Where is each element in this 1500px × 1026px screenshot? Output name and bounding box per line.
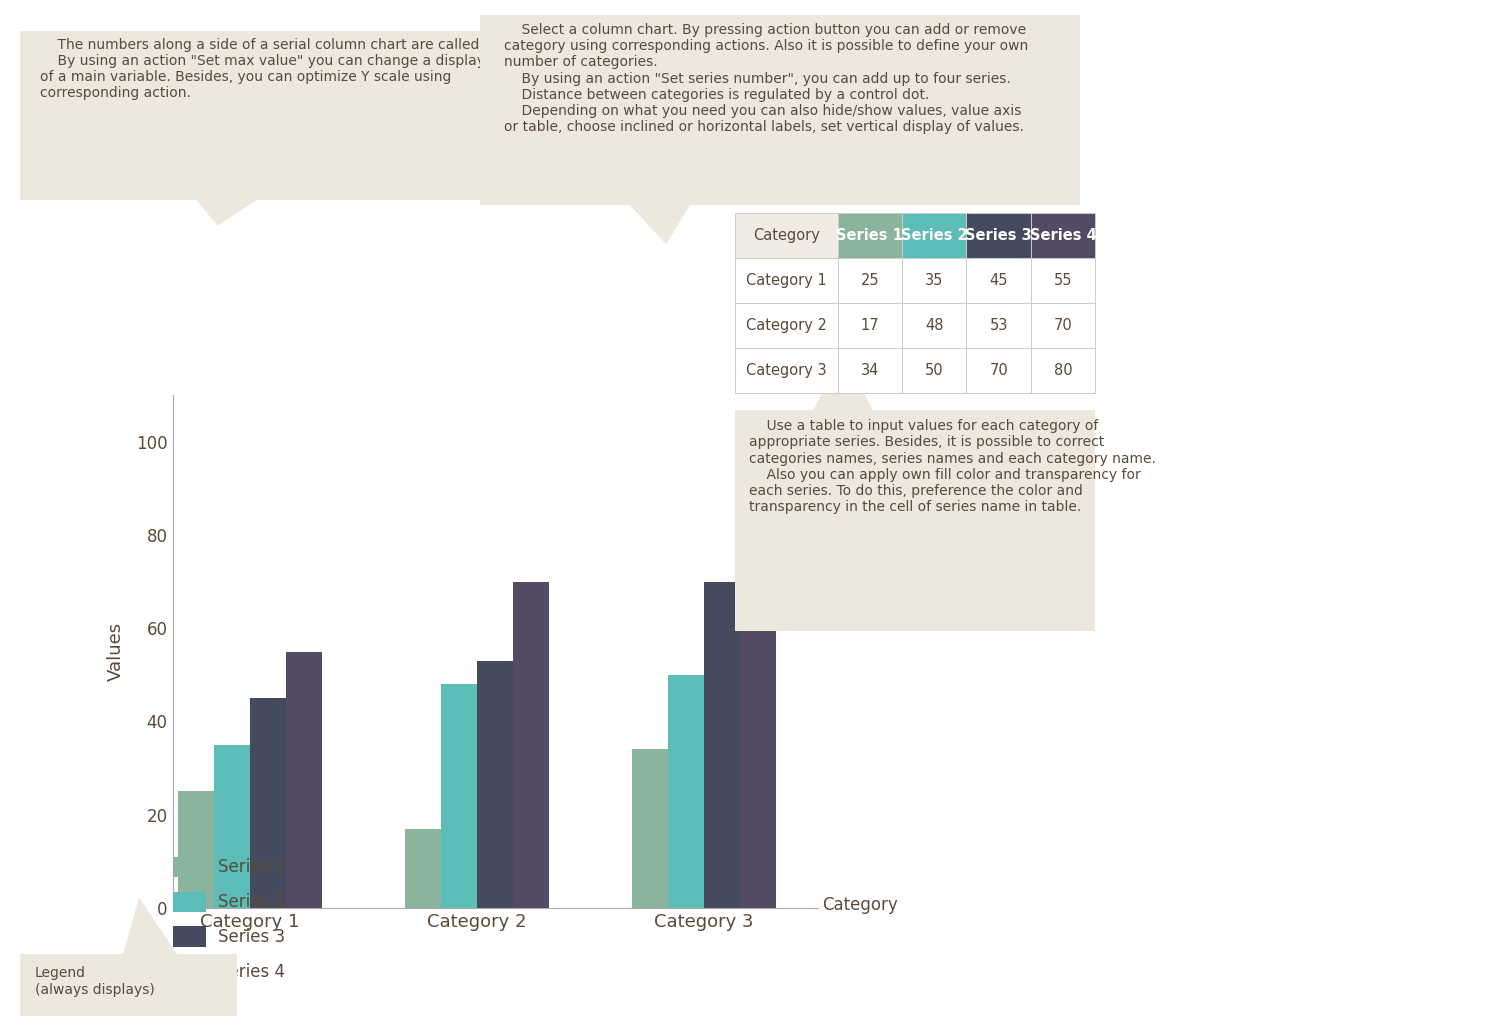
Text: 35: 35: [926, 273, 944, 288]
Text: Use a table to input values for each category of
appropriate series. Besides, it: Use a table to input values for each cat…: [750, 420, 1156, 514]
Bar: [251, 698, 286, 908]
Text: Series 1: Series 1: [837, 229, 903, 243]
Text: Category 1: Category 1: [746, 273, 827, 288]
Text: 70: 70: [1054, 318, 1072, 333]
Bar: [405, 829, 441, 908]
Text: Category 2: Category 2: [746, 318, 827, 333]
Text: 50: 50: [926, 363, 944, 378]
Bar: [740, 535, 776, 908]
Bar: [966, 259, 1030, 304]
Bar: [837, 348, 902, 393]
Text: 34: 34: [861, 363, 879, 378]
Text: 48: 48: [926, 318, 944, 333]
Bar: [902, 304, 966, 348]
Text: Series 3: Series 3: [966, 229, 1032, 243]
Bar: [668, 675, 704, 908]
Bar: [214, 745, 250, 908]
Bar: [178, 791, 214, 908]
Text: 53: 53: [990, 318, 1008, 333]
Text: 70: 70: [990, 363, 1008, 378]
Bar: [441, 684, 477, 908]
Bar: [735, 348, 837, 393]
Text: Series 2: Series 2: [217, 893, 285, 911]
Text: Series 1: Series 1: [217, 858, 285, 876]
Bar: [1030, 259, 1095, 304]
Bar: [837, 259, 902, 304]
Bar: [837, 213, 902, 259]
Text: 80: 80: [1054, 363, 1072, 378]
Y-axis label: Values: Values: [106, 622, 124, 681]
Bar: [633, 749, 668, 908]
Bar: [902, 348, 966, 393]
Bar: [966, 348, 1030, 393]
Text: Category: Category: [822, 896, 897, 914]
Bar: [735, 213, 837, 259]
Bar: [902, 259, 966, 304]
Bar: [735, 259, 837, 304]
Bar: [1030, 304, 1095, 348]
Bar: [966, 304, 1030, 348]
Text: 25: 25: [861, 273, 879, 288]
Text: 17: 17: [861, 318, 879, 333]
Text: Series 3: Series 3: [217, 928, 285, 946]
Text: 55: 55: [1054, 273, 1072, 288]
Bar: [1030, 213, 1095, 259]
Text: Select a column chart. By pressing action button you can add or remove
category : Select a column chart. By pressing actio…: [504, 23, 1029, 134]
Text: Series 2: Series 2: [902, 229, 968, 243]
Bar: [966, 213, 1030, 259]
Bar: [704, 582, 740, 908]
Bar: [902, 213, 966, 259]
Bar: [477, 661, 513, 908]
Bar: [1030, 348, 1095, 393]
Bar: [286, 652, 322, 908]
Bar: [513, 582, 549, 908]
Text: Series 4: Series 4: [217, 962, 285, 981]
Text: Category: Category: [753, 229, 819, 243]
Text: The numbers along a side of a serial column chart are called scale.
    By using: The numbers along a side of a serial col…: [40, 38, 525, 101]
Text: Category 3: Category 3: [746, 363, 827, 378]
Text: 45: 45: [990, 273, 1008, 288]
Bar: [837, 304, 902, 348]
Text: Series 4: Series 4: [1030, 229, 1096, 243]
Text: Legend
(always displays): Legend (always displays): [34, 966, 154, 996]
Bar: [735, 304, 837, 348]
